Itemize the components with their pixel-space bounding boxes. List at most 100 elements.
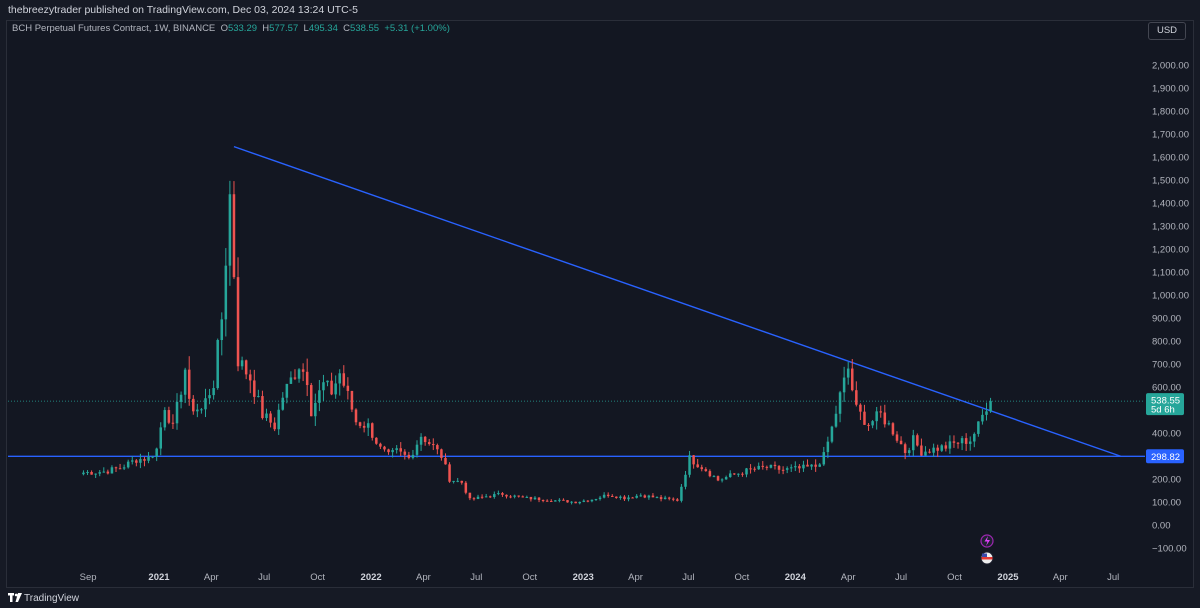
candle-body xyxy=(789,467,793,469)
candle-body xyxy=(570,501,573,503)
price-tick-label: 1,200.00 xyxy=(1152,245,1189,256)
candle-body xyxy=(248,374,252,381)
candle-body xyxy=(802,464,805,469)
price-tick-label: 200.00 xyxy=(1152,475,1181,486)
candle-body xyxy=(903,444,907,454)
time-tick-label: Oct xyxy=(310,572,325,583)
candle-body xyxy=(192,398,195,412)
candle-body xyxy=(944,445,948,449)
candle-body xyxy=(82,472,85,475)
candle-body xyxy=(842,377,846,393)
candle-body xyxy=(761,465,765,467)
candle-body xyxy=(448,464,451,482)
candle-body xyxy=(517,495,520,497)
low-key: L xyxy=(303,23,309,34)
candle-body xyxy=(155,448,158,457)
candle-body xyxy=(220,319,224,341)
candle-body xyxy=(472,498,476,500)
candle-body xyxy=(704,469,708,472)
candle-body xyxy=(452,480,455,482)
price-tick-label: 700.00 xyxy=(1152,360,1181,371)
candle-body xyxy=(297,369,301,379)
price-tick-label: 2,000.00 xyxy=(1152,61,1189,72)
candle-body xyxy=(269,413,272,423)
candle-body xyxy=(183,369,187,395)
price-tick-label: 800.00 xyxy=(1152,337,1181,348)
event-markers[interactable] xyxy=(980,534,994,565)
us-flag-stripe-icon xyxy=(981,557,993,560)
candle-body xyxy=(167,410,171,423)
time-tick-label: 2024 xyxy=(785,572,807,583)
candle-body xyxy=(90,471,93,475)
candle-body xyxy=(383,446,386,450)
time-tick-label: Jul xyxy=(895,572,907,583)
candle-body xyxy=(212,388,215,396)
tradingview-brand[interactable]: TradingView xyxy=(24,593,80,604)
candle-body xyxy=(826,441,830,453)
candle-body xyxy=(724,477,728,480)
price-tick-label: 1,300.00 xyxy=(1152,222,1189,233)
tradingview-logo-icon[interactable] xyxy=(8,592,22,604)
candle-body xyxy=(106,471,110,474)
candle-body xyxy=(423,436,427,443)
candle-body xyxy=(863,411,866,425)
low-value: 495.34 xyxy=(308,23,338,34)
footer-bar xyxy=(0,588,1200,608)
candle-body xyxy=(456,480,459,482)
candle-body xyxy=(602,494,606,498)
candle-body xyxy=(379,443,382,447)
candle-body xyxy=(427,442,431,445)
candle-body xyxy=(781,469,785,471)
price-tick-label: 1,100.00 xyxy=(1152,268,1189,279)
candle-body xyxy=(737,473,740,475)
candle-body xyxy=(464,482,468,493)
candle-body xyxy=(208,395,211,399)
candle-body xyxy=(708,471,712,477)
trendline-layer[interactable] xyxy=(8,145,1145,457)
price-axis[interactable]: −100.000.00100.00200.00300.00400.00500.0… xyxy=(1152,61,1189,555)
price-tick-label: 100.00 xyxy=(1152,498,1181,509)
candle-body xyxy=(712,476,716,478)
candle-body xyxy=(159,427,163,449)
candle-body xyxy=(733,473,736,475)
candle-body xyxy=(659,497,663,500)
candle-body xyxy=(143,459,146,461)
candle-body xyxy=(480,496,484,498)
chart-panel[interactable] xyxy=(6,20,1194,588)
candle-body xyxy=(204,398,207,410)
candle-body xyxy=(631,497,634,499)
candle-body xyxy=(981,414,984,422)
candle-body xyxy=(346,385,350,391)
candle-body xyxy=(643,495,647,498)
candle-body xyxy=(407,454,411,458)
time-tick-label: Oct xyxy=(522,572,537,583)
candle-body xyxy=(916,435,919,446)
trendline[interactable] xyxy=(233,145,1121,457)
candle-body xyxy=(924,451,927,456)
candle-body xyxy=(663,497,667,500)
candle-body xyxy=(224,265,228,320)
candle-body xyxy=(968,441,972,444)
candle-body xyxy=(667,497,671,499)
candle-body xyxy=(838,392,842,414)
candle-body xyxy=(684,474,687,487)
candle-body xyxy=(574,501,577,504)
candle-body xyxy=(680,486,683,501)
currency-button[interactable]: USD xyxy=(1148,22,1186,40)
candle-body xyxy=(187,369,191,399)
candle-body xyxy=(883,412,887,425)
candle-body xyxy=(562,499,565,501)
time-axis[interactable]: Sep 2021 Apr Jul Oct 2022 Apr Jul Oct 2023 Apr Jul O… xyxy=(80,572,1120,583)
price-tick-label: 900.00 xyxy=(1152,314,1181,325)
candle-body xyxy=(834,413,838,427)
candle-body xyxy=(785,468,789,470)
candle-body xyxy=(537,497,541,500)
price-tick-label: 1,600.00 xyxy=(1152,153,1189,164)
candle-body xyxy=(716,476,720,481)
time-tick-label: Apr xyxy=(841,572,856,583)
time-tick-label: Jul xyxy=(258,572,270,583)
candle-body xyxy=(696,464,699,468)
candle-body xyxy=(118,468,122,470)
candle-body xyxy=(822,452,826,465)
